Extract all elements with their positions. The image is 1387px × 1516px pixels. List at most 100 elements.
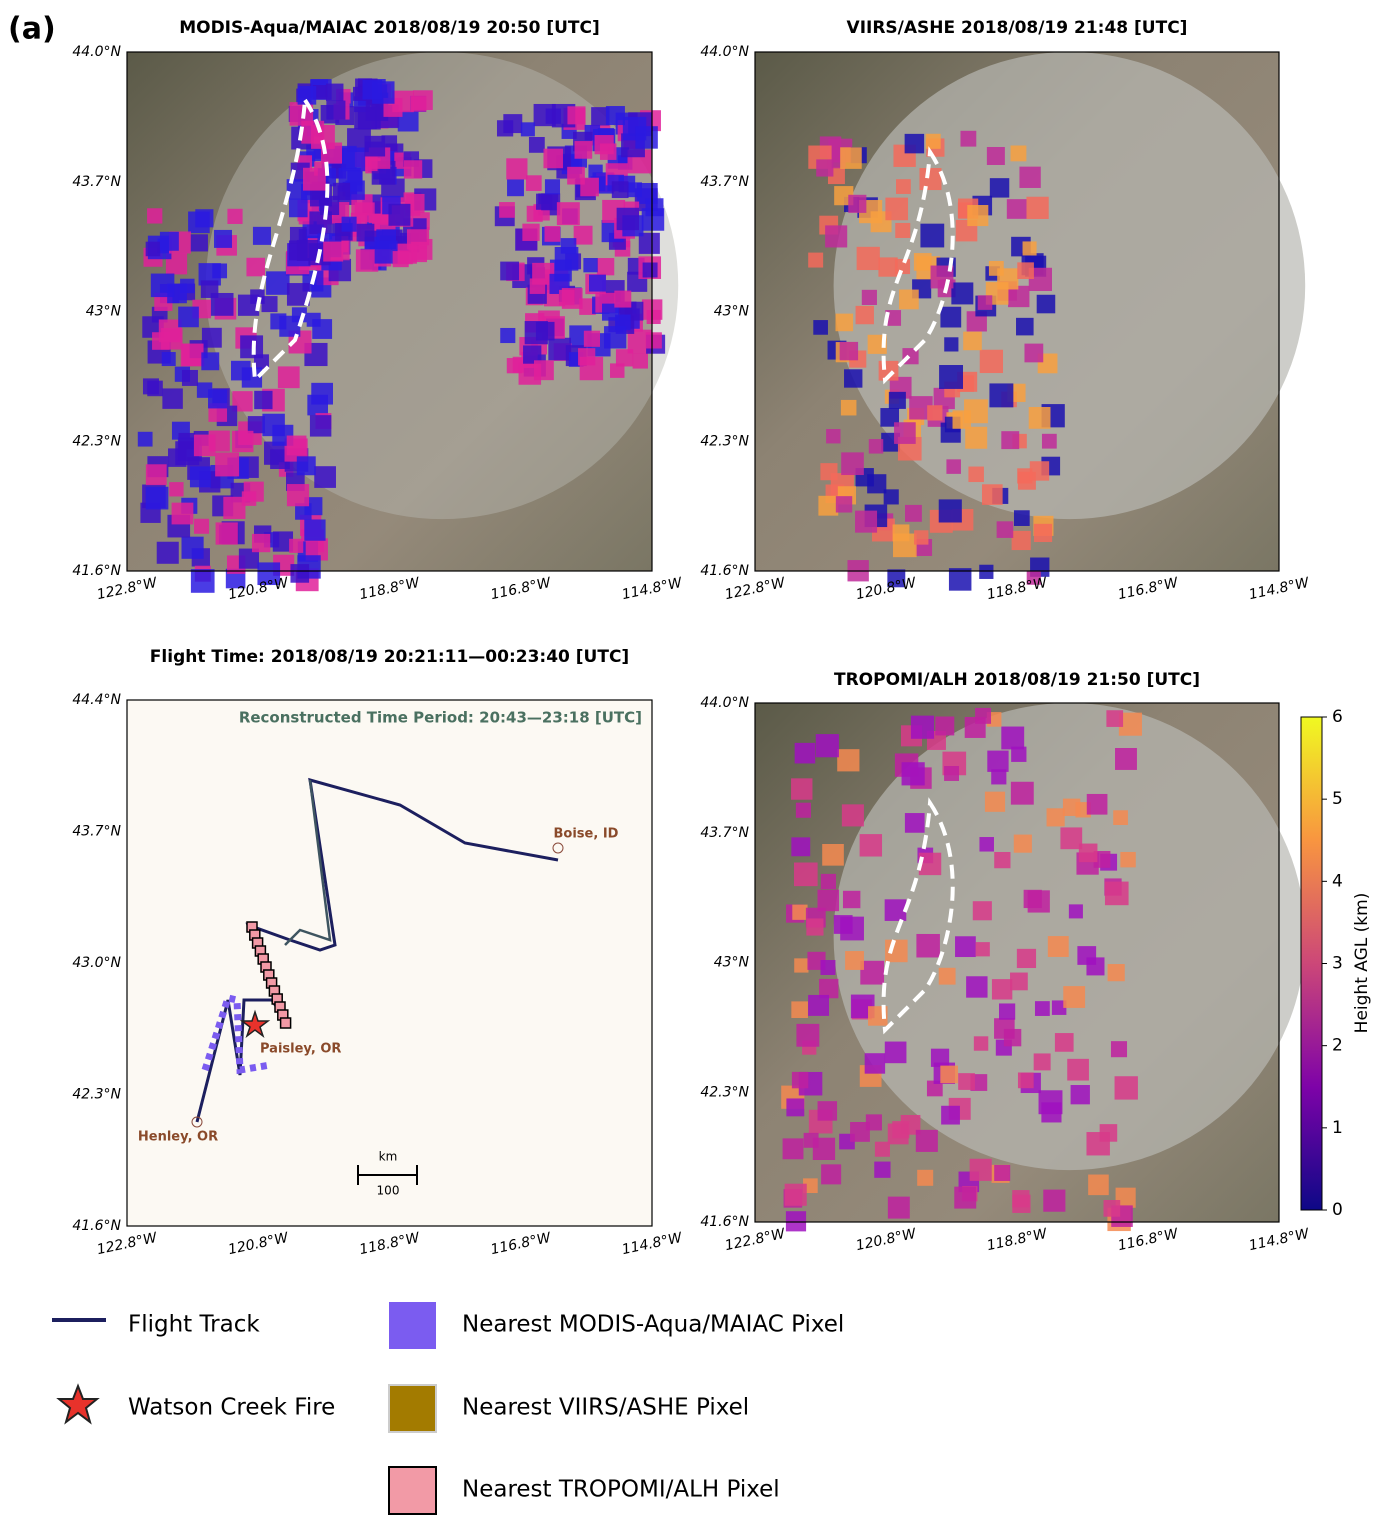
pixel: [374, 240, 398, 264]
pixel: [935, 716, 955, 736]
pixel: [181, 536, 204, 559]
lat-tick-label: 44.0°N: [700, 44, 749, 60]
pixel: [635, 126, 658, 149]
lat-tick-label: 42.3°N: [72, 433, 121, 449]
map-frame: [126, 699, 653, 1227]
pixel: [388, 203, 411, 226]
pixel: [611, 181, 629, 199]
colorbar-tick-label: 1: [1332, 1118, 1343, 1138]
pixel: [825, 225, 848, 248]
pixel: [528, 136, 545, 153]
pixel: [1012, 1190, 1030, 1208]
pixel: [822, 843, 844, 866]
figure-label: (a): [8, 12, 56, 47]
pixel: [944, 766, 960, 781]
plume-outline: [881, 146, 955, 385]
pixel: [1028, 267, 1052, 291]
pixel: [573, 225, 593, 245]
pixel: [1019, 166, 1041, 188]
lon-tick-label: 120.8°W: [855, 1226, 919, 1255]
pixel: [156, 541, 179, 564]
legend-swatch: [388, 1466, 437, 1515]
pixel: [507, 179, 524, 197]
pixel: [989, 383, 1014, 408]
lat-tick-label: 43°N: [714, 304, 750, 320]
pixel: [604, 326, 627, 349]
pixel: [520, 122, 535, 137]
pixel: [591, 107, 610, 126]
lat-tick-label: 44.0°N: [700, 695, 749, 711]
plume-outline: [881, 797, 955, 1035]
pixel: [277, 366, 300, 389]
pixel: [190, 234, 208, 252]
pixel: [994, 851, 1011, 869]
annotation: Reconstructed Time Period: 20:43—23:18 […: [239, 709, 642, 727]
pixel: [232, 430, 254, 453]
pixel: [820, 960, 836, 975]
pixel: [319, 195, 340, 216]
pixel: [841, 452, 864, 476]
pixel: [910, 715, 935, 739]
tropomi-pixel: [279, 1017, 292, 1029]
pixel: [1016, 317, 1034, 336]
map-frame: [754, 702, 1280, 1223]
pixel: [145, 241, 161, 257]
pixel: [904, 133, 925, 154]
pixel: [212, 263, 228, 279]
pixel: [1063, 986, 1086, 1008]
pixel: [303, 167, 326, 191]
pixel: [296, 456, 316, 476]
pixel: [939, 365, 964, 389]
pixel: [1118, 712, 1142, 736]
pixel: [247, 416, 265, 434]
pixel: [859, 834, 883, 857]
pixel: [899, 289, 919, 310]
pixel: [878, 257, 898, 277]
lat-tick-label: 42.3°N: [700, 1084, 749, 1100]
pixel: [874, 1161, 891, 1178]
pixel: [916, 933, 940, 958]
pixel: [901, 762, 925, 786]
pixel: [909, 396, 933, 420]
pixel: [973, 1036, 989, 1051]
pixel: [137, 431, 153, 447]
pixel: [312, 85, 327, 100]
lat-tick-label: 41.6°N: [700, 563, 749, 579]
pixel: [312, 319, 333, 339]
pixel: [1003, 1028, 1022, 1047]
map-area: [755, 703, 1306, 1232]
scale-value: 100: [377, 1184, 400, 1198]
pixel: [147, 208, 163, 224]
lon-tick-label: 116.8°W: [489, 575, 553, 604]
map-frame: [754, 51, 1280, 572]
pixel: [201, 327, 222, 348]
pixel: [894, 258, 911, 275]
pixel: [1113, 810, 1128, 825]
pixel: [887, 1196, 910, 1219]
pixel: [1001, 431, 1020, 450]
pixel: [938, 967, 956, 985]
map-background: [127, 700, 652, 1226]
pixel: [180, 343, 204, 367]
pixel: [200, 280, 219, 298]
pixel: [1033, 1053, 1051, 1071]
pixel: [833, 915, 853, 934]
legend-label: Nearest MODIS-Aqua/MAIAC Pixel: [462, 1312, 844, 1338]
pixel: [1016, 948, 1037, 969]
pixel: [272, 531, 294, 552]
colorbar-tick-label: 3: [1332, 954, 1343, 974]
pixel: [816, 159, 834, 177]
pixel: [193, 434, 216, 457]
lat-tick-label: 44.0°N: [72, 44, 121, 60]
lon-tick-label: 120.8°W: [227, 1230, 291, 1259]
colorbar-tick-label: 4: [1332, 871, 1343, 891]
pixel: [533, 360, 554, 381]
pixel: [904, 813, 925, 833]
pixel: [194, 518, 210, 534]
map-area: [755, 51, 1306, 591]
pixel: [1099, 1124, 1118, 1142]
pixel: [1093, 850, 1111, 868]
pixel: [325, 83, 344, 102]
pixel: [979, 349, 1004, 374]
lat-tick-label: 41.6°N: [72, 1218, 121, 1234]
